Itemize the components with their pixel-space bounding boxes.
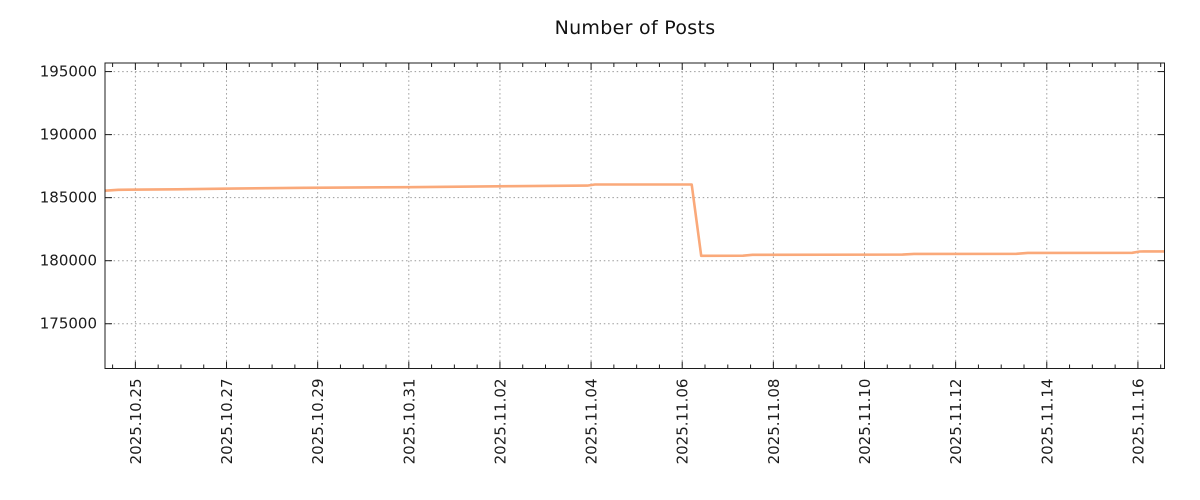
x-axis-tick-label: 2025.11.12 <box>947 378 965 464</box>
posts-series-line <box>104 183 1165 258</box>
y-axis-tick-label: 195000 <box>40 63 97 81</box>
x-axis-tick-label: 2025.11.14 <box>1038 379 1056 465</box>
y-axis-tick-label: 190000 <box>40 126 97 144</box>
y-axis-tick-label: 185000 <box>40 189 97 207</box>
x-axis-tick-label: 2025.10.25 <box>127 379 145 465</box>
x-axis-tick-label: 2025.11.04 <box>583 379 601 465</box>
x-axis-tick-label: 2025.11.08 <box>765 379 783 465</box>
x-axis-tick-label: 2025.10.27 <box>218 379 236 465</box>
x-axis-tick-label: 2025.11.06 <box>674 379 692 465</box>
y-axis-tick-label: 175000 <box>40 315 97 333</box>
x-axis-tick-label: 2025.11.10 <box>856 379 874 465</box>
x-axis-tick-label: 2025.10.29 <box>309 379 327 465</box>
chart-title: Number of Posts <box>554 17 716 39</box>
x-axis-tick-label: 2025.11.16 <box>1129 379 1147 465</box>
y-axis-tick-label: 180000 <box>40 252 97 270</box>
x-axis-tick-label: 2025.11.02 <box>491 379 509 465</box>
plot-border <box>104 62 1165 369</box>
x-axis-tick-label: 2025.10.31 <box>400 379 418 465</box>
